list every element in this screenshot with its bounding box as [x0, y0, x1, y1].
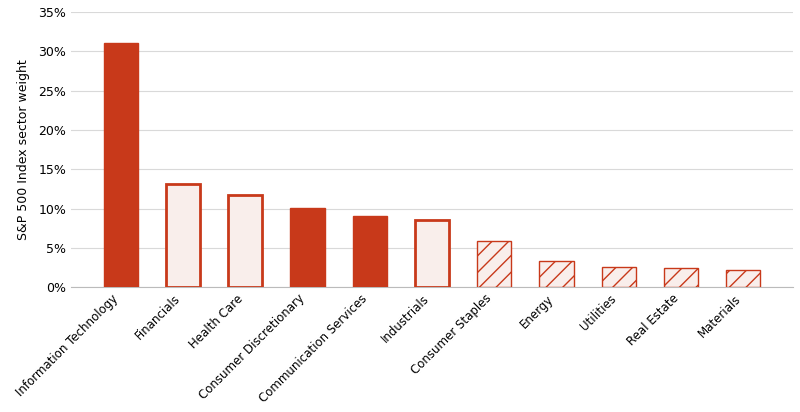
Y-axis label: S&P 500 Index sector weight: S&P 500 Index sector weight [17, 59, 30, 240]
Bar [166, 184, 200, 287]
Bar [415, 220, 449, 287]
Bar [539, 260, 574, 287]
Bar [228, 195, 262, 287]
Bar [290, 208, 325, 287]
Bar [104, 42, 138, 287]
Bar [477, 241, 511, 287]
Bar [726, 270, 760, 287]
Bar [353, 216, 387, 287]
Bar [664, 268, 698, 287]
Bar [602, 267, 636, 287]
